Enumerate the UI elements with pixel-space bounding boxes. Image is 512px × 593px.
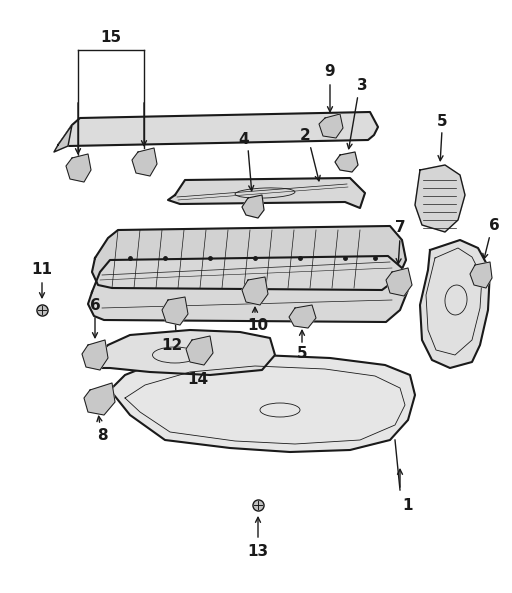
- Polygon shape: [420, 240, 490, 368]
- Polygon shape: [168, 178, 365, 208]
- Text: 8: 8: [97, 428, 108, 442]
- Polygon shape: [415, 165, 465, 232]
- Text: 6: 6: [90, 298, 100, 313]
- Polygon shape: [84, 383, 115, 415]
- Polygon shape: [58, 112, 378, 146]
- Text: 2: 2: [300, 127, 310, 142]
- Polygon shape: [82, 340, 108, 370]
- Polygon shape: [386, 268, 412, 296]
- Polygon shape: [66, 154, 91, 182]
- Text: 3: 3: [357, 78, 367, 94]
- Polygon shape: [242, 195, 264, 218]
- Text: 11: 11: [32, 263, 53, 278]
- Polygon shape: [319, 114, 343, 138]
- Polygon shape: [470, 262, 492, 288]
- Polygon shape: [335, 152, 358, 172]
- Polygon shape: [92, 226, 406, 290]
- Polygon shape: [289, 305, 316, 328]
- Text: 7: 7: [395, 221, 406, 235]
- Polygon shape: [110, 355, 415, 452]
- Text: 1: 1: [403, 498, 413, 512]
- Text: 5: 5: [296, 346, 307, 362]
- Polygon shape: [88, 330, 275, 375]
- Text: 14: 14: [187, 372, 208, 387]
- Polygon shape: [162, 297, 188, 325]
- Text: 9: 9: [325, 65, 335, 79]
- Polygon shape: [132, 148, 157, 176]
- Polygon shape: [242, 277, 268, 305]
- Polygon shape: [54, 125, 72, 152]
- Text: 12: 12: [161, 337, 183, 352]
- Text: 15: 15: [100, 30, 121, 46]
- Text: 13: 13: [247, 544, 269, 560]
- Polygon shape: [88, 256, 408, 322]
- Text: 6: 6: [488, 218, 499, 234]
- Text: 4: 4: [239, 132, 249, 146]
- Text: 10: 10: [247, 317, 269, 333]
- Polygon shape: [186, 336, 213, 365]
- Text: 5: 5: [437, 113, 447, 129]
